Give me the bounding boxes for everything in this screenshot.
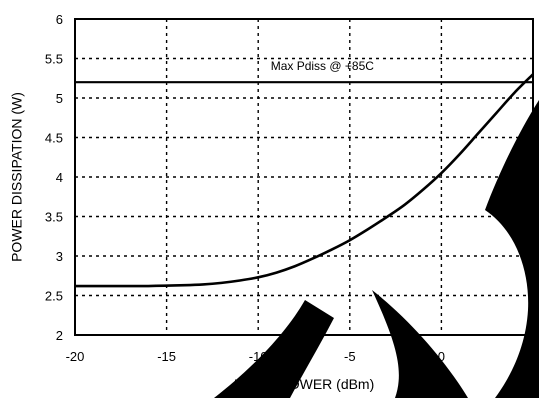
y-tick-label: 5.5 — [45, 52, 63, 67]
max-pdiss-annotation: Max Pdiss @ +85C — [271, 59, 375, 73]
y-tick-label: 2 — [56, 328, 63, 343]
y-tick-label: 2.5 — [45, 289, 63, 304]
plot-frame — [74, 18, 534, 336]
power-dissipation-curve — [75, 73, 534, 288]
x-tick-label: -5 — [344, 349, 356, 364]
y-tick-label: 6 — [56, 12, 63, 27]
watermark-arc-2 — [372, 290, 468, 398]
x-tick-label: -20 — [66, 349, 85, 364]
y-tick-label: 4.5 — [45, 131, 63, 146]
x-axis-title: INPUT POWER (dBm) — [234, 376, 375, 392]
x-tick-label: 0 — [438, 349, 445, 364]
y-tick-label: 3 — [56, 249, 63, 264]
x-tick-label: -15 — [157, 349, 176, 364]
y-tick-labels: 2 2.5 3 3.5 4 4.5 5 5.5 6 — [45, 12, 63, 343]
series-group — [75, 73, 534, 288]
y-axis-title: POWER DISSIPATION (W) — [9, 92, 25, 262]
x-tick-label: -10 — [249, 349, 268, 364]
y-tick-label: 5 — [56, 91, 63, 106]
y-tick-label: 3.5 — [45, 210, 63, 225]
y-tick-label: 4 — [56, 170, 63, 185]
watermark-graphic — [214, 100, 539, 398]
x-tick-labels: -20 -15 -10 -5 0 5 — [66, 349, 537, 364]
watermark-arc-1 — [214, 300, 334, 398]
watermark-arc-3 — [485, 100, 539, 398]
x-tick-label: 5 — [529, 349, 536, 364]
